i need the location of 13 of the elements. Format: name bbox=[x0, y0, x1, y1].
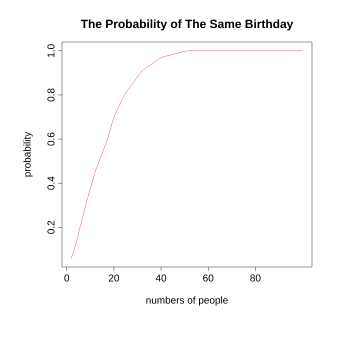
x-tick-label: 20 bbox=[108, 274, 120, 282]
y-axis-title: probability bbox=[23, 132, 33, 177]
x-tick-label: 0 bbox=[64, 274, 70, 282]
y-tick-label: 0.6 bbox=[47, 132, 54, 146]
x-tick-label: 60 bbox=[203, 274, 214, 282]
y-tick-label: 0.2 bbox=[47, 220, 54, 234]
y-tick-label: 0.8 bbox=[47, 88, 54, 102]
y-tick-label: 0.4 bbox=[47, 176, 54, 190]
y-tick-label: 1.0 bbox=[47, 44, 54, 57]
chart-title: The Probability of The Same Birthday bbox=[80, 19, 294, 31]
x-tick-label: 80 bbox=[250, 274, 261, 282]
x-tick-label: 40 bbox=[156, 274, 166, 282]
x-axis-title: numbers of people bbox=[146, 296, 228, 306]
